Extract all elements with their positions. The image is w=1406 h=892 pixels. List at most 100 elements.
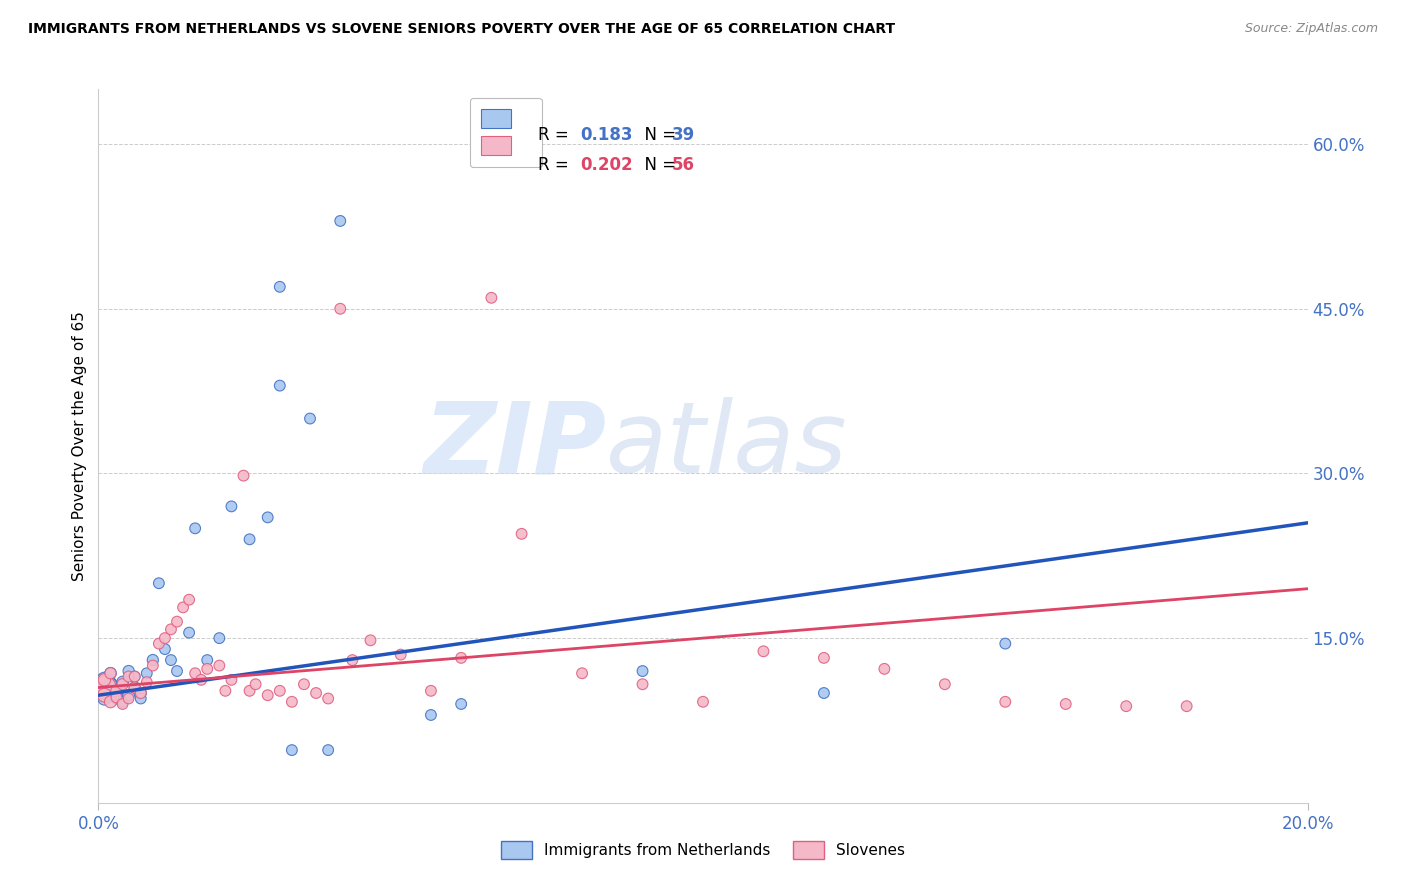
Point — [221, 673, 243, 687]
Point — [105, 686, 128, 700]
Point — [360, 633, 382, 648]
Point — [100, 666, 122, 681]
Point — [299, 411, 322, 425]
Point — [111, 675, 134, 690]
Point — [166, 664, 188, 678]
Point — [1054, 697, 1077, 711]
Point — [184, 521, 207, 535]
Point — [305, 686, 328, 700]
Point — [179, 625, 201, 640]
Point — [160, 653, 183, 667]
Point — [100, 695, 122, 709]
Point — [105, 683, 128, 698]
Point — [281, 695, 304, 709]
Point — [813, 686, 835, 700]
Point — [111, 697, 134, 711]
Point — [111, 695, 134, 709]
Point — [135, 675, 157, 690]
Point — [245, 677, 267, 691]
Point — [135, 666, 157, 681]
Point — [93, 673, 115, 687]
Point — [873, 662, 896, 676]
Point — [631, 664, 654, 678]
Point — [208, 631, 231, 645]
Point — [118, 691, 141, 706]
Point — [100, 677, 122, 691]
Point — [105, 690, 128, 705]
Point — [510, 526, 533, 541]
Text: Source: ZipAtlas.com: Source: ZipAtlas.com — [1244, 22, 1378, 36]
Point — [329, 214, 352, 228]
Point — [1175, 699, 1198, 714]
Text: ZIP: ZIP — [423, 398, 606, 494]
Point — [93, 681, 115, 695]
Point — [153, 642, 176, 657]
Text: atlas: atlas — [606, 398, 848, 494]
Point — [195, 662, 218, 676]
Point — [148, 576, 170, 591]
Point — [118, 688, 141, 702]
Point — [142, 653, 165, 667]
Point — [292, 677, 315, 691]
Point — [129, 691, 152, 706]
Point — [172, 600, 194, 615]
Text: 39: 39 — [672, 126, 695, 144]
Point — [124, 669, 146, 683]
Text: N =: N = — [634, 156, 682, 174]
Point — [124, 681, 146, 695]
Point — [129, 686, 152, 700]
Point — [571, 666, 593, 681]
Point — [124, 669, 146, 683]
Point — [420, 683, 443, 698]
Point — [105, 691, 128, 706]
Text: R =: R = — [538, 156, 575, 174]
Y-axis label: Seniors Poverty Over the Age of 65: Seniors Poverty Over the Age of 65 — [72, 311, 87, 581]
Text: N =: N = — [634, 126, 682, 144]
Point — [281, 743, 304, 757]
Point — [184, 666, 207, 681]
Point — [631, 677, 654, 691]
Point — [269, 683, 291, 698]
Point — [148, 637, 170, 651]
Point — [208, 658, 231, 673]
Point — [342, 653, 364, 667]
Point — [813, 651, 835, 665]
Point — [239, 533, 262, 547]
Legend: Immigrants from Netherlands, Slovenes: Immigrants from Netherlands, Slovenes — [494, 834, 912, 866]
Point — [129, 686, 152, 700]
Point — [118, 669, 141, 683]
Point — [118, 664, 141, 678]
Point — [93, 681, 115, 695]
Point — [389, 648, 412, 662]
Point — [153, 631, 176, 645]
Point — [256, 510, 278, 524]
Point — [160, 623, 183, 637]
Point — [111, 677, 134, 691]
Point — [124, 681, 146, 695]
Text: IMMIGRANTS FROM NETHERLANDS VS SLOVENE SENIORS POVERTY OVER THE AGE OF 65 CORREL: IMMIGRANTS FROM NETHERLANDS VS SLOVENE S… — [28, 22, 896, 37]
Point — [93, 691, 115, 706]
Point — [994, 695, 1017, 709]
Point — [269, 378, 291, 392]
Point — [316, 743, 339, 757]
Point — [166, 615, 188, 629]
Point — [239, 683, 262, 698]
Point — [692, 695, 714, 709]
Point — [190, 673, 212, 687]
Point — [481, 291, 503, 305]
Point — [420, 708, 443, 723]
Point — [256, 688, 278, 702]
Point — [316, 691, 339, 706]
Point — [752, 644, 775, 658]
Point — [269, 280, 291, 294]
Point — [93, 688, 115, 702]
Text: R =: R = — [538, 126, 575, 144]
Text: 0.183: 0.183 — [581, 126, 633, 144]
Point — [994, 637, 1017, 651]
Text: 0.202: 0.202 — [581, 156, 633, 174]
Point — [221, 500, 243, 514]
Point — [232, 468, 254, 483]
Text: 56: 56 — [672, 156, 695, 174]
Point — [93, 673, 115, 687]
Point — [329, 301, 352, 316]
